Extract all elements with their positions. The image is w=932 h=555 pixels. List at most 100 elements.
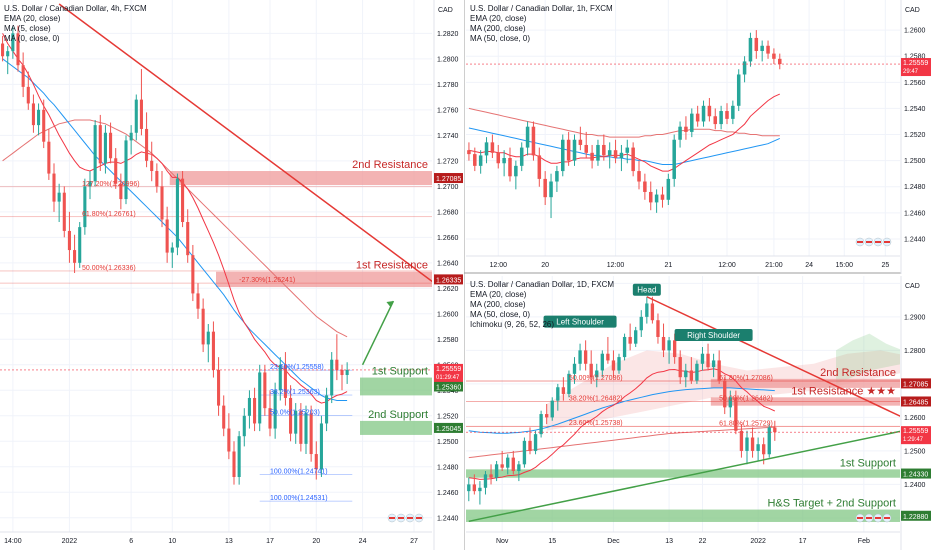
candle-body (472, 484, 477, 492)
pattern-label-bg (674, 328, 753, 341)
candle-body (567, 373, 571, 394)
event-flag-stripe (389, 517, 395, 519)
candle-body (637, 171, 641, 182)
y-tick-label: 1.2760 (437, 107, 459, 114)
indicator-legend: Ichimoku (9, 26, 52, 26) (470, 320, 554, 329)
candle-body (745, 437, 749, 451)
level-tag: 1.27085 (903, 381, 928, 388)
usdcad-4h-plot (0, 0, 432, 532)
candle-body (602, 144, 606, 156)
candle-body (578, 350, 582, 364)
candle-body (16, 33, 20, 66)
level-tag: 1.25360 (436, 384, 461, 391)
y-tick-label: 1.2660 (437, 235, 459, 242)
level-tag-bg (434, 422, 463, 433)
candle-body (531, 126, 536, 156)
candle-body (639, 316, 643, 331)
candle-body (742, 61, 747, 75)
candle-body (583, 350, 588, 364)
candle-body (206, 331, 210, 345)
candle-body (335, 359, 339, 370)
ma200-line (2, 119, 348, 338)
candle-body (483, 474, 488, 488)
candle-body (227, 428, 231, 452)
candle-body (767, 427, 771, 455)
candle-body (731, 105, 735, 119)
candle-body (690, 113, 694, 132)
candle-body (304, 413, 308, 444)
candle-body (93, 125, 97, 182)
candle-body (83, 186, 87, 228)
support-zone-2 (360, 377, 432, 396)
candle-body (6, 51, 10, 57)
level-tag: 1.27085 (436, 176, 461, 183)
candle-body (533, 434, 538, 451)
candle-body (739, 430, 744, 451)
candle-body (750, 437, 755, 451)
candle-body (139, 99, 143, 129)
x-tick-label: 12:00 (607, 262, 625, 269)
fib-red-label: 127.20%(1.26996) (82, 181, 140, 188)
candle-body (222, 405, 226, 429)
candle-body (643, 181, 647, 192)
level-tag: 1.25045 (436, 426, 461, 433)
candle-body (201, 308, 205, 345)
candle-body (537, 155, 542, 179)
candle-body (478, 155, 483, 166)
resistance-zone-0 (169, 171, 432, 186)
event-flag-stripe (407, 517, 413, 519)
y-tick-label: 1.2480 (904, 184, 926, 191)
ma50-line (2, 58, 348, 401)
event-flag-stripe (875, 517, 881, 519)
level-tag-bg (434, 173, 463, 184)
y-tick-label: 1.2780 (437, 82, 459, 89)
event-flag-stripe (398, 517, 404, 519)
candle-body (528, 440, 532, 451)
resistance-zone-label-1: 1st Resistance (356, 260, 428, 272)
x-tick-label: 12:00 (718, 262, 736, 269)
fib-blue-label: 100.00%(1.24741) (270, 468, 328, 475)
fib-red-label: 23.60%(1.25738) (569, 420, 623, 427)
candle-body (217, 369, 221, 406)
ma50-line (468, 127, 781, 165)
candle-body (489, 474, 493, 478)
fib-red-label: 38.20%(1.26482) (569, 395, 623, 402)
x-tick-label: 13 (665, 538, 673, 545)
candle-body (42, 109, 46, 142)
ma200-line (468, 426, 775, 459)
y-tick-label: 1.2580 (904, 54, 926, 61)
y-tick-label: 1.2520 (904, 132, 926, 139)
candle-body (319, 423, 323, 470)
y-tick-label: 1.2640 (437, 260, 459, 267)
candle-body (545, 414, 549, 418)
candle-body (67, 230, 71, 251)
x-tick-label: 20 (312, 538, 320, 545)
last-price-value: 1.25559 (436, 366, 461, 373)
ichimoku-cloud-future (836, 333, 900, 384)
candle-body (124, 140, 128, 200)
candle-body (114, 158, 118, 184)
candle-body (191, 255, 195, 294)
level-tag-bg (434, 381, 463, 392)
x-tick-label: 12:00 (489, 262, 507, 269)
candle-body (595, 370, 599, 378)
candle-body (31, 103, 35, 126)
pattern-label: Head (637, 286, 656, 295)
fib-red-label: 61.80%(1.26761) (82, 211, 136, 218)
candle-body (519, 147, 524, 166)
candle-body (590, 152, 594, 161)
candle-body (561, 139, 565, 172)
y-tick-label: 1.2500 (437, 439, 459, 446)
last-price-tag-bg (901, 426, 931, 445)
candle-body (314, 454, 318, 470)
candle-body (525, 126, 530, 148)
candle-body (678, 126, 682, 140)
candle-body (600, 353, 604, 371)
candle-body (484, 142, 489, 156)
y-tick-label: 1.2600 (904, 28, 926, 35)
candle-body (701, 105, 706, 122)
candle-body (506, 457, 510, 468)
y-tick-label: 1.2520 (437, 413, 459, 420)
candle-body (253, 397, 257, 424)
